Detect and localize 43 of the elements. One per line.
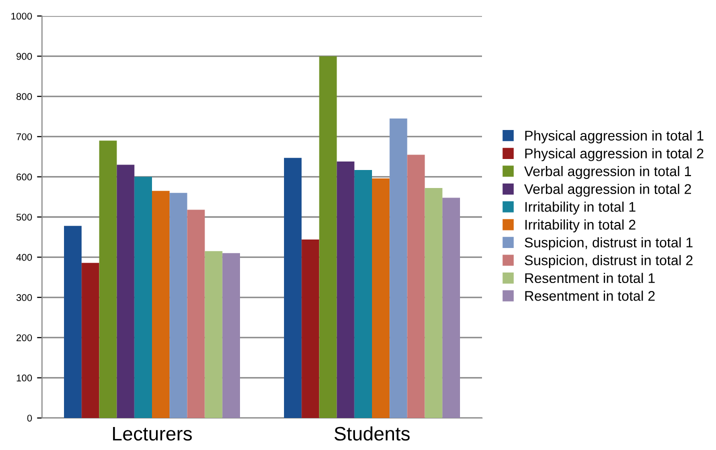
bar (319, 56, 337, 418)
legend-label: Verbal aggression in total 1 (524, 166, 692, 179)
legend-label: Verbal aggression in total 2 (524, 184, 691, 197)
bar (204, 251, 222, 418)
bar (336, 162, 354, 418)
x-tick-label: Lecturers (113, 427, 192, 441)
bar (442, 198, 460, 418)
legend-label: Irritability in total 2 (525, 219, 636, 232)
y-tick-label: 300 (16, 294, 32, 302)
bar (284, 158, 302, 418)
legend-label: Irritability in total 1 (525, 202, 636, 215)
y-tick-label: 400 (16, 254, 32, 261)
bar (82, 262, 100, 418)
bar (116, 164, 134, 418)
bar (222, 253, 240, 418)
y-tick-label: 500 (16, 214, 32, 221)
bar (170, 192, 188, 418)
bar (302, 240, 320, 418)
bar (64, 226, 82, 418)
bar (187, 210, 205, 418)
bar (134, 176, 152, 418)
y-tick-label: 700 (16, 133, 32, 140)
legend-label: Physical aggression in total 1 (525, 130, 704, 144)
bar (390, 118, 408, 418)
bar (407, 154, 425, 418)
bar (354, 170, 372, 418)
bar (99, 140, 117, 418)
bar (372, 178, 390, 418)
legend-label: Suspicion, distrust in total 1 (524, 237, 693, 250)
y-tick-label: 100 (16, 374, 32, 382)
y-tick-label: 200 (16, 334, 32, 342)
y-tick-label: 1000 (11, 12, 32, 20)
y-tick-label: 900 (16, 52, 32, 60)
legend-label: Physical aggression in total 2 (525, 148, 704, 162)
legend-label: Resentment in total 2 (525, 290, 655, 301)
legend-label: Suspicion, distrust in total 2 (524, 255, 693, 268)
legend-label: Resentment in total 1 (525, 272, 655, 284)
y-tick-label: 800 (16, 93, 32, 100)
bar (424, 188, 442, 418)
x-tick-label: Students (334, 426, 410, 441)
y-tick-label: 0 (27, 414, 32, 422)
y-tick-label: 600 (16, 174, 32, 180)
bar (152, 190, 170, 418)
